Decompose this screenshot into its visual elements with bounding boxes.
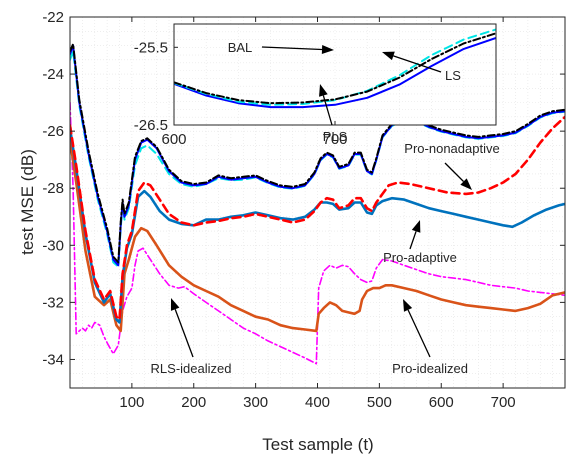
series-line-rls-idealized [70, 101, 565, 365]
x-tick-label: 600 [429, 394, 454, 411]
pro-idealized-arrow [403, 299, 431, 358]
series-group [70, 43, 565, 365]
pro-adaptive-label: Pro-adaptive [383, 250, 457, 265]
pro-nonadaptive-arrow [444, 162, 472, 190]
ls-label: LS [445, 68, 461, 83]
inset-series-line-pls [174, 37, 496, 109]
series-line-ls [70, 43, 565, 264]
inset-y-tick-label: -25.5 [134, 39, 168, 56]
inset: 600 700 -26.5 -25.5 [134, 23, 497, 148]
inset-y-tick-label: -26.5 [134, 117, 168, 134]
inset-series-line-ls [174, 32, 496, 105]
series-line-pro-idealized [70, 138, 565, 333]
pro-adaptive-arrow [409, 220, 421, 250]
inset-grid [174, 24, 496, 125]
y-tick-label: -28 [42, 180, 64, 197]
x-tick-label: 400 [305, 394, 330, 411]
axis-ticks: 100 200 300 400 500 600 700 -34 -32 -30 -28 -26 -24 -… [42, 9, 565, 411]
x-tick-label: 300 [243, 394, 268, 411]
x-tick-label: 700 [491, 394, 516, 411]
annotations: Pro-nonadaptive Pro-adaptive RLS-idealized… [151, 40, 500, 376]
y-tick-label: -34 [42, 351, 64, 368]
y-axis-label: test MSE (dB) [18, 149, 37, 255]
inset-series-group [174, 28, 496, 109]
bal-arrow [261, 45, 334, 54]
pls-arrow [319, 84, 333, 126]
pls-label: PLS [323, 129, 348, 144]
bal-label: BAL [228, 40, 253, 55]
inset-series-line-bal [174, 28, 496, 106]
pro-idealized-label: Pro-idealized [392, 361, 468, 376]
y-tick-label: -26 [42, 123, 64, 140]
rls-idealized-arrow [170, 298, 194, 358]
x-tick-label: 500 [367, 394, 392, 411]
x-tick-label: 100 [119, 394, 144, 411]
inset-x-tick-label: 700 [322, 131, 347, 148]
y-tick-label: -30 [42, 237, 64, 254]
y-tick-label: -22 [42, 9, 64, 26]
rls-idealized-label: RLS-idealized [151, 361, 232, 376]
y-tick-label: -32 [42, 294, 64, 311]
x-axis-label: Test sample (t) [262, 435, 373, 454]
inset-x-tick-label: 600 [161, 131, 186, 148]
ls-arrow [382, 51, 442, 73]
y-tick-label: -24 [42, 66, 64, 83]
pro-nonadaptive-label: Pro-nonadaptive [404, 141, 499, 156]
series-line-pro-nonadaptive [70, 115, 565, 321]
inset-axis-ticks: 600 700 -26.5 -25.5 [134, 39, 348, 148]
x-tick-label: 200 [181, 394, 206, 411]
